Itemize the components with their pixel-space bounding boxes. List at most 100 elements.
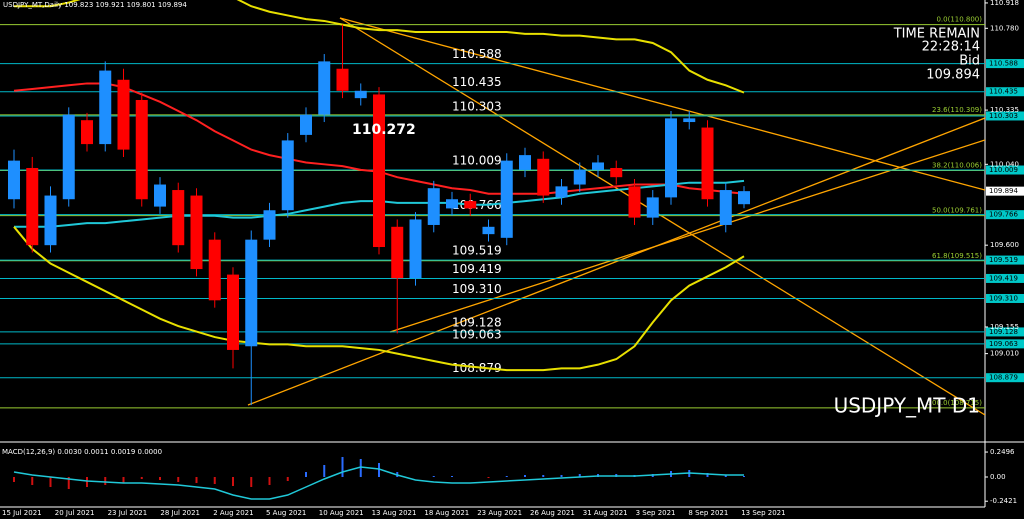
x-tick-label: 13 Sep 2021: [741, 509, 785, 517]
candle-body: [573, 169, 586, 185]
time-remain-label: TIME REMAIN: [893, 27, 980, 42]
candle-body: [208, 239, 221, 301]
bid-value: 109.894: [926, 68, 980, 83]
axis-level-box: [986, 111, 1024, 121]
candle-body: [227, 274, 239, 350]
candle-body: [592, 162, 604, 170]
axis-level-box: [986, 373, 1024, 383]
candle-body: [427, 188, 440, 225]
candle-body: [719, 190, 732, 225]
axis-level-box: [986, 59, 1024, 69]
axis-level-label: 109.766: [989, 211, 1018, 219]
watermark: USDJPY_MT D1: [834, 394, 980, 418]
trendlines: [247, 17, 985, 416]
x-tick-label: 26 Aug 2021: [530, 509, 575, 517]
x-tick-label: 3 Sep 2021: [636, 509, 676, 517]
level-label: 109.519: [452, 244, 502, 258]
candle-body: [610, 167, 623, 178]
fib-label: 61.8(109.515): [932, 252, 982, 260]
price-panel: 0.0(110.800) 23.6(110.309) 38.2(110.006) 50…: [0, 0, 985, 409]
x-tick-label: 20 Jul 2021: [55, 509, 95, 517]
candle-body: [8, 160, 20, 200]
candle-body: [409, 219, 422, 279]
x-tick-label: 28 Jul 2021: [160, 509, 200, 517]
candle-body: [555, 186, 568, 198]
x-tick-label: 2 Aug 2021: [213, 509, 253, 517]
macd-signal: [13, 466, 744, 500]
y-tick-label: 109.010: [990, 350, 1019, 358]
level-label: 108.879: [452, 361, 502, 375]
candle-body: [99, 70, 112, 145]
macd-tick-label: -0.2421: [990, 497, 1017, 505]
y-tick-label: 110.335: [990, 106, 1019, 114]
axis-level-box: [986, 327, 1024, 337]
y-tick-label: 109.155: [990, 323, 1019, 331]
macd-tick-label: 0.00: [990, 473, 1006, 481]
axis-level-box: [986, 165, 1024, 175]
level-label: 109.128: [452, 315, 502, 329]
trendline: [247, 117, 985, 406]
current-price-label: 109.894: [989, 187, 1018, 195]
axis-level-box: [986, 339, 1024, 349]
candle-body: [117, 79, 130, 150]
candle-body: [336, 68, 349, 91]
candle-body: [318, 61, 331, 115]
candle-body: [738, 191, 750, 205]
axis-level-label: 108.879: [989, 374, 1018, 382]
axis-level-label: 109.519: [989, 256, 1018, 264]
level-label: 109.310: [452, 282, 502, 296]
level-label: 109.419: [452, 262, 502, 276]
candle-body: [683, 118, 696, 123]
current-price-box: [986, 186, 1024, 196]
level-label: 110.588: [452, 47, 502, 61]
x-tick-label: 15 Jul 2021: [2, 509, 42, 517]
candle-body: [646, 197, 659, 218]
x-tick-label: 31 Aug 2021: [583, 509, 628, 517]
bid-label: Bid: [959, 54, 980, 69]
candle-body: [482, 226, 495, 235]
candle-body: [446, 199, 458, 209]
axis-level-label: 109.419: [989, 274, 1018, 282]
candle-body: [354, 90, 367, 99]
axis-level-label: 110.435: [989, 88, 1018, 96]
candle-body: [154, 184, 166, 207]
x-tick-label: 10 Aug 2021: [319, 509, 364, 517]
axis-level-box: [986, 255, 1024, 265]
x-tick-label: 8 Sep 2021: [688, 509, 728, 517]
symbol-header: USDJPY_MT,Daily 109.823 109.921 109.801 …: [3, 1, 187, 9]
level-label: 109.063: [452, 327, 502, 341]
x-tick-label: 23 Aug 2021: [477, 509, 522, 517]
candle-body: [44, 195, 57, 246]
x-tick-label: 13 Aug 2021: [372, 509, 417, 517]
fib-label: 0.0(110.800): [936, 16, 982, 24]
y-tick-label: 110.780: [990, 24, 1019, 32]
candle-body: [701, 127, 714, 200]
candle-body: [263, 210, 276, 240]
price-annotation: 110.272: [352, 122, 416, 138]
axis-level-label: 109.063: [989, 340, 1018, 348]
trendline: [339, 17, 985, 416]
candle-body: [81, 120, 93, 145]
candle-body: [537, 158, 550, 196]
candle-body: [519, 155, 531, 170]
trendline: [389, 139, 985, 333]
axis-level-box: [986, 273, 1024, 283]
candle-body: [281, 140, 294, 211]
candle-body: [172, 190, 185, 246]
axis-level-box: [986, 293, 1024, 303]
y-tick-label: 110.040: [990, 160, 1019, 168]
level-label: 110.303: [452, 99, 502, 113]
x-tick-label: 18 Aug 2021: [424, 509, 469, 517]
level-label: 110.009: [452, 154, 502, 168]
candle-body: [665, 118, 677, 198]
macd-tick-label: 0.2496: [990, 448, 1015, 456]
indicator-line: [13, 226, 745, 372]
axis-level-box: [986, 87, 1024, 97]
y-tick-label: 109.600: [990, 241, 1019, 249]
candle-body: [300, 114, 312, 135]
candle-body: [391, 226, 404, 279]
level-label: 110.435: [452, 75, 502, 89]
fib-label: 100.0(108.715): [928, 399, 983, 407]
